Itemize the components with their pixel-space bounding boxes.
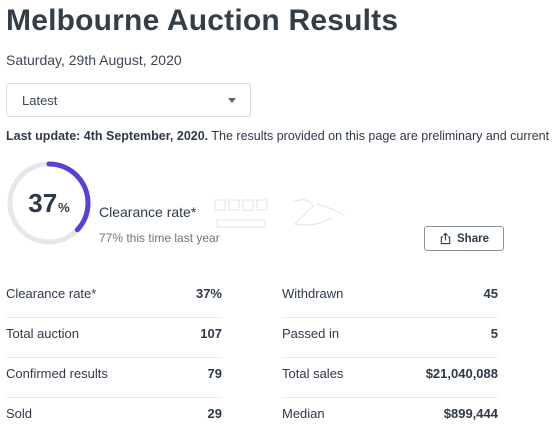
stat-row-total-auction: Total auction 107 [6,318,222,358]
stat-row-median: Median $899,444 [282,398,498,429]
stat-label: Sold [6,406,33,421]
last-update-date: Last update: 4th September, 2020. [6,129,209,143]
page-title: Melbourne Auction Results [6,4,399,37]
stat-row-total-sales: Total sales $21,040,088 [282,358,498,398]
share-label: Share [457,232,489,245]
select-value: Latest [22,92,58,108]
stat-row-clearance-rate: Clearance rate* 37% [6,278,222,318]
stat-value: 107 [200,326,222,341]
stat-label: Total sales [282,366,344,381]
stat-value: 45 [483,286,498,301]
stat-label: Confirmed results [6,366,108,381]
last-year-comparison: 77% this time last year [99,231,220,245]
watermark-logo [214,199,346,228]
stat-value: 79 [207,366,222,381]
stat-value: $21,040,088 [425,366,498,381]
results-period-select[interactable]: Latest [6,83,251,117]
ring-label: 37% [6,160,92,246]
share-button[interactable]: Share [424,226,504,251]
stat-label: Passed in [282,326,340,341]
clearance-rate-label: Clearance rate* [99,204,197,220]
percent-sign: % [58,199,70,215]
stat-label: Clearance rate* [6,286,97,301]
stat-label: Total auction [6,326,79,341]
stat-label: Withdrawn [282,286,344,301]
stat-value: 37% [195,286,222,301]
stat-row-passed-in: Passed in 5 [282,318,498,358]
stat-row-confirmed-results: Confirmed results 79 [6,358,222,398]
last-update-text: The results provided on this page are pr… [208,129,550,143]
clearance-rate-gauge: 37% [6,160,92,246]
stat-label: Median [282,406,325,421]
stat-row-withdrawn: Withdrawn 45 [282,278,498,318]
stat-value: 5 [490,326,498,341]
ring-progress [7,161,91,245]
share-icon [440,232,451,245]
stat-value: $899,444 [443,406,498,421]
stat-row-sold: Sold 29 [6,398,222,429]
clearance-rate-value: 37 [28,187,58,218]
auction-date: Saturday, 29th August, 2020 [6,52,182,68]
last-update-notice: Last update: 4th September, 2020. The re… [6,129,549,143]
chevron-down-icon [228,98,236,103]
clearance-ring [7,161,91,245]
stat-value: 29 [207,406,222,421]
